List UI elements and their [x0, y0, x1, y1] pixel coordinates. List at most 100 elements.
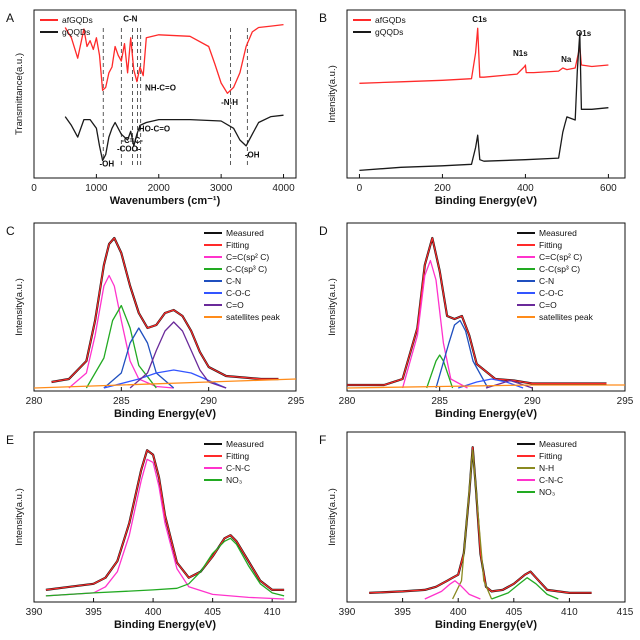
legend-entry: Measured — [226, 228, 264, 238]
legend-entry: C-C(sp³ C) — [539, 264, 580, 274]
y-axis-label: Intensity(a.u.) — [327, 488, 338, 546]
y-axis-label: Intensity(a.u.) — [14, 488, 25, 546]
legend: Measured Fitting C-N-C NO₃ — [204, 439, 264, 485]
series-line — [64, 114, 284, 162]
legend: Measured Fitting C=C(sp² C) C-C(sp³ C) C-N C-… — [517, 228, 594, 322]
annotation: -OH — [100, 159, 115, 168]
x-axis-label: Binding Energy(eV) — [435, 408, 537, 420]
legend-entry: C-O-C — [226, 288, 251, 298]
legend-entry: Fitting — [539, 240, 562, 250]
x-tick-label: 395 — [394, 607, 411, 618]
x-tick-label: 405 — [505, 607, 522, 618]
series-line — [45, 449, 285, 591]
plot-frame — [346, 9, 626, 179]
x-axis-label: Wavenumbers (cm⁻¹) — [110, 195, 221, 207]
y-axis-label: Intensity(a.u.) — [327, 65, 338, 123]
x-tick-label: 290 — [524, 396, 541, 407]
annotation: C-N — [123, 15, 137, 24]
annotation: O1s — [576, 29, 592, 38]
x-axis-label: Binding Energy(eV) — [435, 619, 537, 631]
legend-entry: satellites peak — [226, 312, 281, 322]
legend-entry: NO₃ — [539, 487, 555, 497]
plot-frame — [346, 222, 626, 392]
panel-E: 390 395 400 405 410 Binding Energy(eV) Intensi… — [6, 431, 297, 631]
legend-entry: afGQDs — [375, 15, 406, 25]
legend-entry: C=C(sp² C) — [226, 252, 269, 262]
legend-entry: C-N-C — [539, 475, 563, 485]
series-line — [346, 384, 625, 389]
legend-entry: NO₃ — [226, 475, 242, 485]
annotation: -COO- — [117, 145, 141, 154]
x-tick-label: 390 — [339, 607, 356, 618]
legend-entry: gQQDs — [62, 27, 90, 37]
x-tick-label: 280 — [26, 396, 43, 407]
annotation: Na — [561, 55, 572, 64]
legend: afGQDs gQQDs — [353, 15, 406, 37]
plot-frame — [346, 431, 626, 603]
x-tick-label: 0 — [31, 183, 37, 194]
y-axis-label: Intensity(a.u.) — [14, 278, 25, 336]
series-line — [491, 577, 559, 600]
legend-entry: C-N-C — [226, 463, 250, 473]
x-tick-label: 390 — [26, 607, 43, 618]
legend-entry: satellites peak — [539, 312, 594, 322]
x-tick-label: 280 — [339, 396, 356, 407]
x-tick-label: 4000 — [272, 183, 295, 194]
x-tick-label: 200 — [434, 183, 451, 194]
legend-entry: Fitting — [226, 451, 249, 461]
panel-letter: F — [319, 433, 326, 447]
x-tick-label: 400 — [145, 607, 162, 618]
series-line — [347, 237, 607, 386]
panel-A: 0 1000 2000 3000 4000 Wavenumbers (cm⁻¹) Trans… — [6, 9, 297, 207]
series-line — [401, 259, 468, 389]
x-tick-label: 400 — [517, 183, 534, 194]
plot-frame — [33, 431, 297, 603]
series-line — [33, 378, 297, 389]
annotation: -OH — [245, 151, 260, 160]
panel-D: 280 285 290 295 Binding Energy(eV) Intensity(… — [319, 222, 634, 420]
series-line — [369, 446, 592, 595]
legend-entry: Measured — [539, 439, 577, 449]
x-tick-label: 415 — [617, 607, 634, 618]
x-tick-label: 295 — [617, 396, 634, 407]
x-tick-label: 400 — [450, 607, 467, 618]
x-tick-label: 600 — [600, 183, 617, 194]
annotation: HO-C=O — [139, 124, 170, 133]
panel-letter: B — [319, 11, 327, 25]
series-line — [424, 580, 481, 600]
legend-entry: gQQDs — [375, 27, 403, 37]
x-tick-label: 3000 — [210, 183, 233, 194]
legend-entry: C-N — [226, 276, 241, 286]
legend-entry: afGQDs — [62, 15, 93, 25]
legend-entry: C-C(sp³ C) — [226, 264, 267, 274]
series-line — [51, 237, 279, 383]
legend-entry: C=O — [226, 300, 244, 310]
plot-frame — [33, 222, 297, 392]
series-line — [452, 449, 493, 600]
legend-entry: Measured — [539, 228, 577, 238]
series-line — [369, 446, 592, 594]
annotation: N1s — [513, 49, 528, 58]
x-tick-label: 290 — [200, 396, 217, 407]
series-line — [45, 458, 285, 600]
annotation: C1s — [472, 15, 487, 24]
series-line — [435, 319, 489, 389]
legend-entry: Fitting — [539, 451, 562, 461]
annotation: NH-C=O — [145, 83, 176, 92]
plot-frame — [33, 9, 297, 179]
x-axis-label: Binding Energy(eV) — [114, 408, 216, 420]
legend: Measured Fitting N-H C-N-C NO₃ — [517, 439, 577, 497]
panel-letter: D — [319, 224, 328, 238]
annotation: -N-H — [221, 98, 238, 107]
x-tick-label: 295 — [288, 396, 305, 407]
x-tick-label: 405 — [204, 607, 221, 618]
series-line — [426, 354, 454, 389]
panel-letter: A — [6, 11, 14, 25]
x-tick-label: 285 — [113, 396, 130, 407]
x-axis-label: Binding Energy(eV) — [114, 619, 216, 631]
legend-entry: C-N — [539, 276, 554, 286]
series-line — [68, 274, 174, 389]
legend: Measured Fitting C=C(sp² C) C-C(sp³ C) C-N C-… — [204, 228, 281, 322]
legend-entry: C=O — [539, 300, 557, 310]
